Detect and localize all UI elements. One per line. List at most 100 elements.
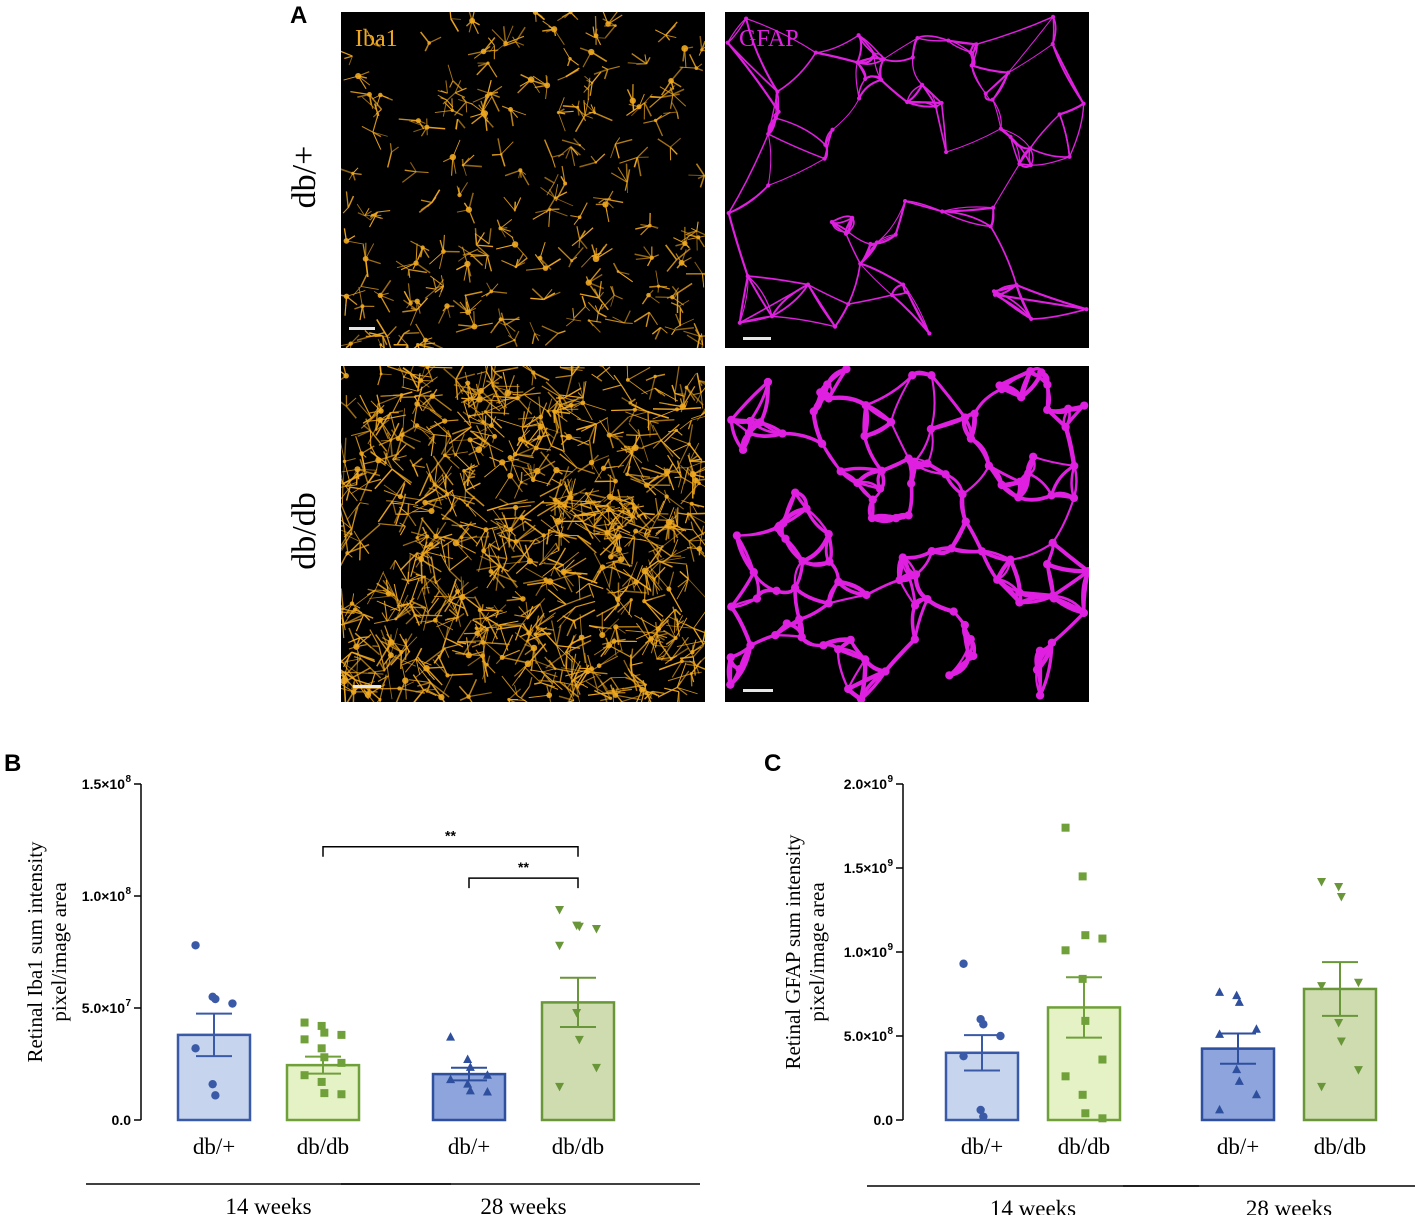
- stain-label-gfap: GFAP: [739, 26, 799, 52]
- data-point: [211, 994, 220, 1004]
- data-point: [1081, 1109, 1090, 1118]
- data-point: [1078, 872, 1087, 881]
- data-point: [317, 1021, 326, 1030]
- data-point: [211, 1091, 220, 1100]
- data-point: [320, 1028, 329, 1037]
- data-point: [463, 1054, 473, 1064]
- data-point: [1215, 1029, 1225, 1038]
- data-point: [1336, 893, 1346, 902]
- data-point: [555, 905, 565, 915]
- data-point: [337, 1058, 346, 1067]
- data-point: [446, 1074, 456, 1084]
- data-point: [465, 1062, 475, 1071]
- data-point: [572, 1008, 582, 1018]
- data-point: [1215, 987, 1225, 996]
- micrograph-iba1-db-plus: Iba1: [341, 12, 705, 348]
- panel-letter-c: C: [764, 750, 782, 777]
- data-point: [959, 1051, 968, 1061]
- data-point: [1317, 1082, 1327, 1092]
- data-point: [320, 1053, 329, 1062]
- group-label: 28 weeks: [480, 1194, 566, 1215]
- significance-label: **: [445, 828, 456, 844]
- micrograph-gfap-db-db: [725, 366, 1089, 702]
- x-tick-label: db/db: [1058, 1134, 1110, 1159]
- data-point: [317, 1077, 326, 1086]
- scale-bar: [353, 685, 381, 688]
- data-point: [337, 1090, 346, 1099]
- data-point: [300, 1018, 309, 1027]
- micrograph-iba1-db-db: [341, 366, 705, 702]
- data-point: [191, 941, 200, 950]
- y-axis-label-line: Retinal GFAP sum intensity: [781, 834, 805, 1070]
- y-tick-label: 5.0×10: [82, 1000, 125, 1016]
- stain-label-iba1: Iba1: [355, 26, 398, 52]
- axes: 0.05.0×10 81.0×10 91.5×10 92.0×10 9: [844, 774, 904, 1128]
- y-tick-exponent: 8: [887, 1026, 893, 1037]
- data-point: [463, 1079, 473, 1088]
- data-point: [337, 1030, 346, 1039]
- x-tick-label: db/+: [1217, 1134, 1259, 1159]
- data-point: [446, 1032, 456, 1041]
- scale-bar: [743, 689, 773, 692]
- y-axis-label-line: pixel/image area: [805, 882, 829, 1022]
- data-point: [1061, 1072, 1070, 1081]
- panel-letter-b: B: [4, 750, 22, 777]
- y-tick-label: 0.0: [112, 1112, 132, 1128]
- data-point: [228, 999, 237, 1008]
- y-tick-exponent: 9: [887, 858, 893, 869]
- data-point: [1334, 882, 1344, 892]
- data-point: [1251, 1024, 1261, 1033]
- group-label: 14 weeks: [225, 1194, 311, 1215]
- data-point: [574, 1035, 584, 1045]
- x-tick-label: db/+: [961, 1134, 1003, 1159]
- data-point: [1081, 931, 1090, 940]
- y-tick-label: 0.0: [874, 1112, 894, 1128]
- data-point: [591, 924, 601, 934]
- y-axis-label-line: Retinal Iba1 sum intensity: [23, 841, 47, 1063]
- group-label: 14 weeks: [990, 1196, 1076, 1215]
- x-tick-label: db/db: [552, 1134, 604, 1159]
- data-point: [979, 1112, 988, 1121]
- significance-label: **: [518, 859, 529, 875]
- y-tick-exponent: 8: [125, 886, 131, 897]
- y-tick-exponent: 7: [125, 998, 131, 1009]
- x-tick-label: db/+: [193, 1134, 235, 1159]
- data-point: [482, 1087, 492, 1096]
- data-point: [1078, 1090, 1087, 1099]
- data-point: [320, 1089, 329, 1098]
- y-axis-label-line: pixel/image area: [47, 882, 71, 1022]
- y-tick-label: 1.5×10: [844, 860, 887, 876]
- data-point: [1081, 1016, 1090, 1025]
- group-label: 28 weeks: [1246, 1196, 1332, 1215]
- data-point: [574, 922, 584, 932]
- data-point: [1317, 982, 1327, 991]
- data-point: [1234, 1076, 1244, 1085]
- data-point: [555, 1082, 565, 1092]
- data-point: [300, 1035, 309, 1044]
- data-point: [979, 1020, 988, 1029]
- micrograph-gfap-db-plus: GFAP: [725, 12, 1089, 348]
- panel-letter-a: A: [290, 2, 308, 29]
- data-point: [1334, 1019, 1344, 1028]
- data-point: [1098, 934, 1107, 943]
- data-point: [1061, 946, 1070, 955]
- y-tick-label: 1.0×10: [844, 944, 887, 960]
- x-tick-label: db/+: [448, 1134, 490, 1159]
- data-point: [976, 1105, 985, 1115]
- data-point: [482, 1070, 492, 1079]
- data-point: [591, 1063, 601, 1073]
- data-point: [317, 1044, 326, 1053]
- data-point: [1215, 1104, 1225, 1114]
- data-point: [1098, 1114, 1107, 1123]
- data-point: [959, 959, 968, 968]
- data-point: [555, 941, 565, 951]
- y-tick-exponent: 9: [887, 774, 893, 785]
- significance-bracket: [322, 845, 579, 857]
- data-point: [1353, 978, 1363, 988]
- data-point: [996, 1031, 1005, 1041]
- data-point: [208, 1079, 217, 1089]
- y-tick-label: 1.5×10: [82, 776, 125, 792]
- axes: 0.05.0×10 71.0×10 81.5×10 8: [82, 774, 142, 1128]
